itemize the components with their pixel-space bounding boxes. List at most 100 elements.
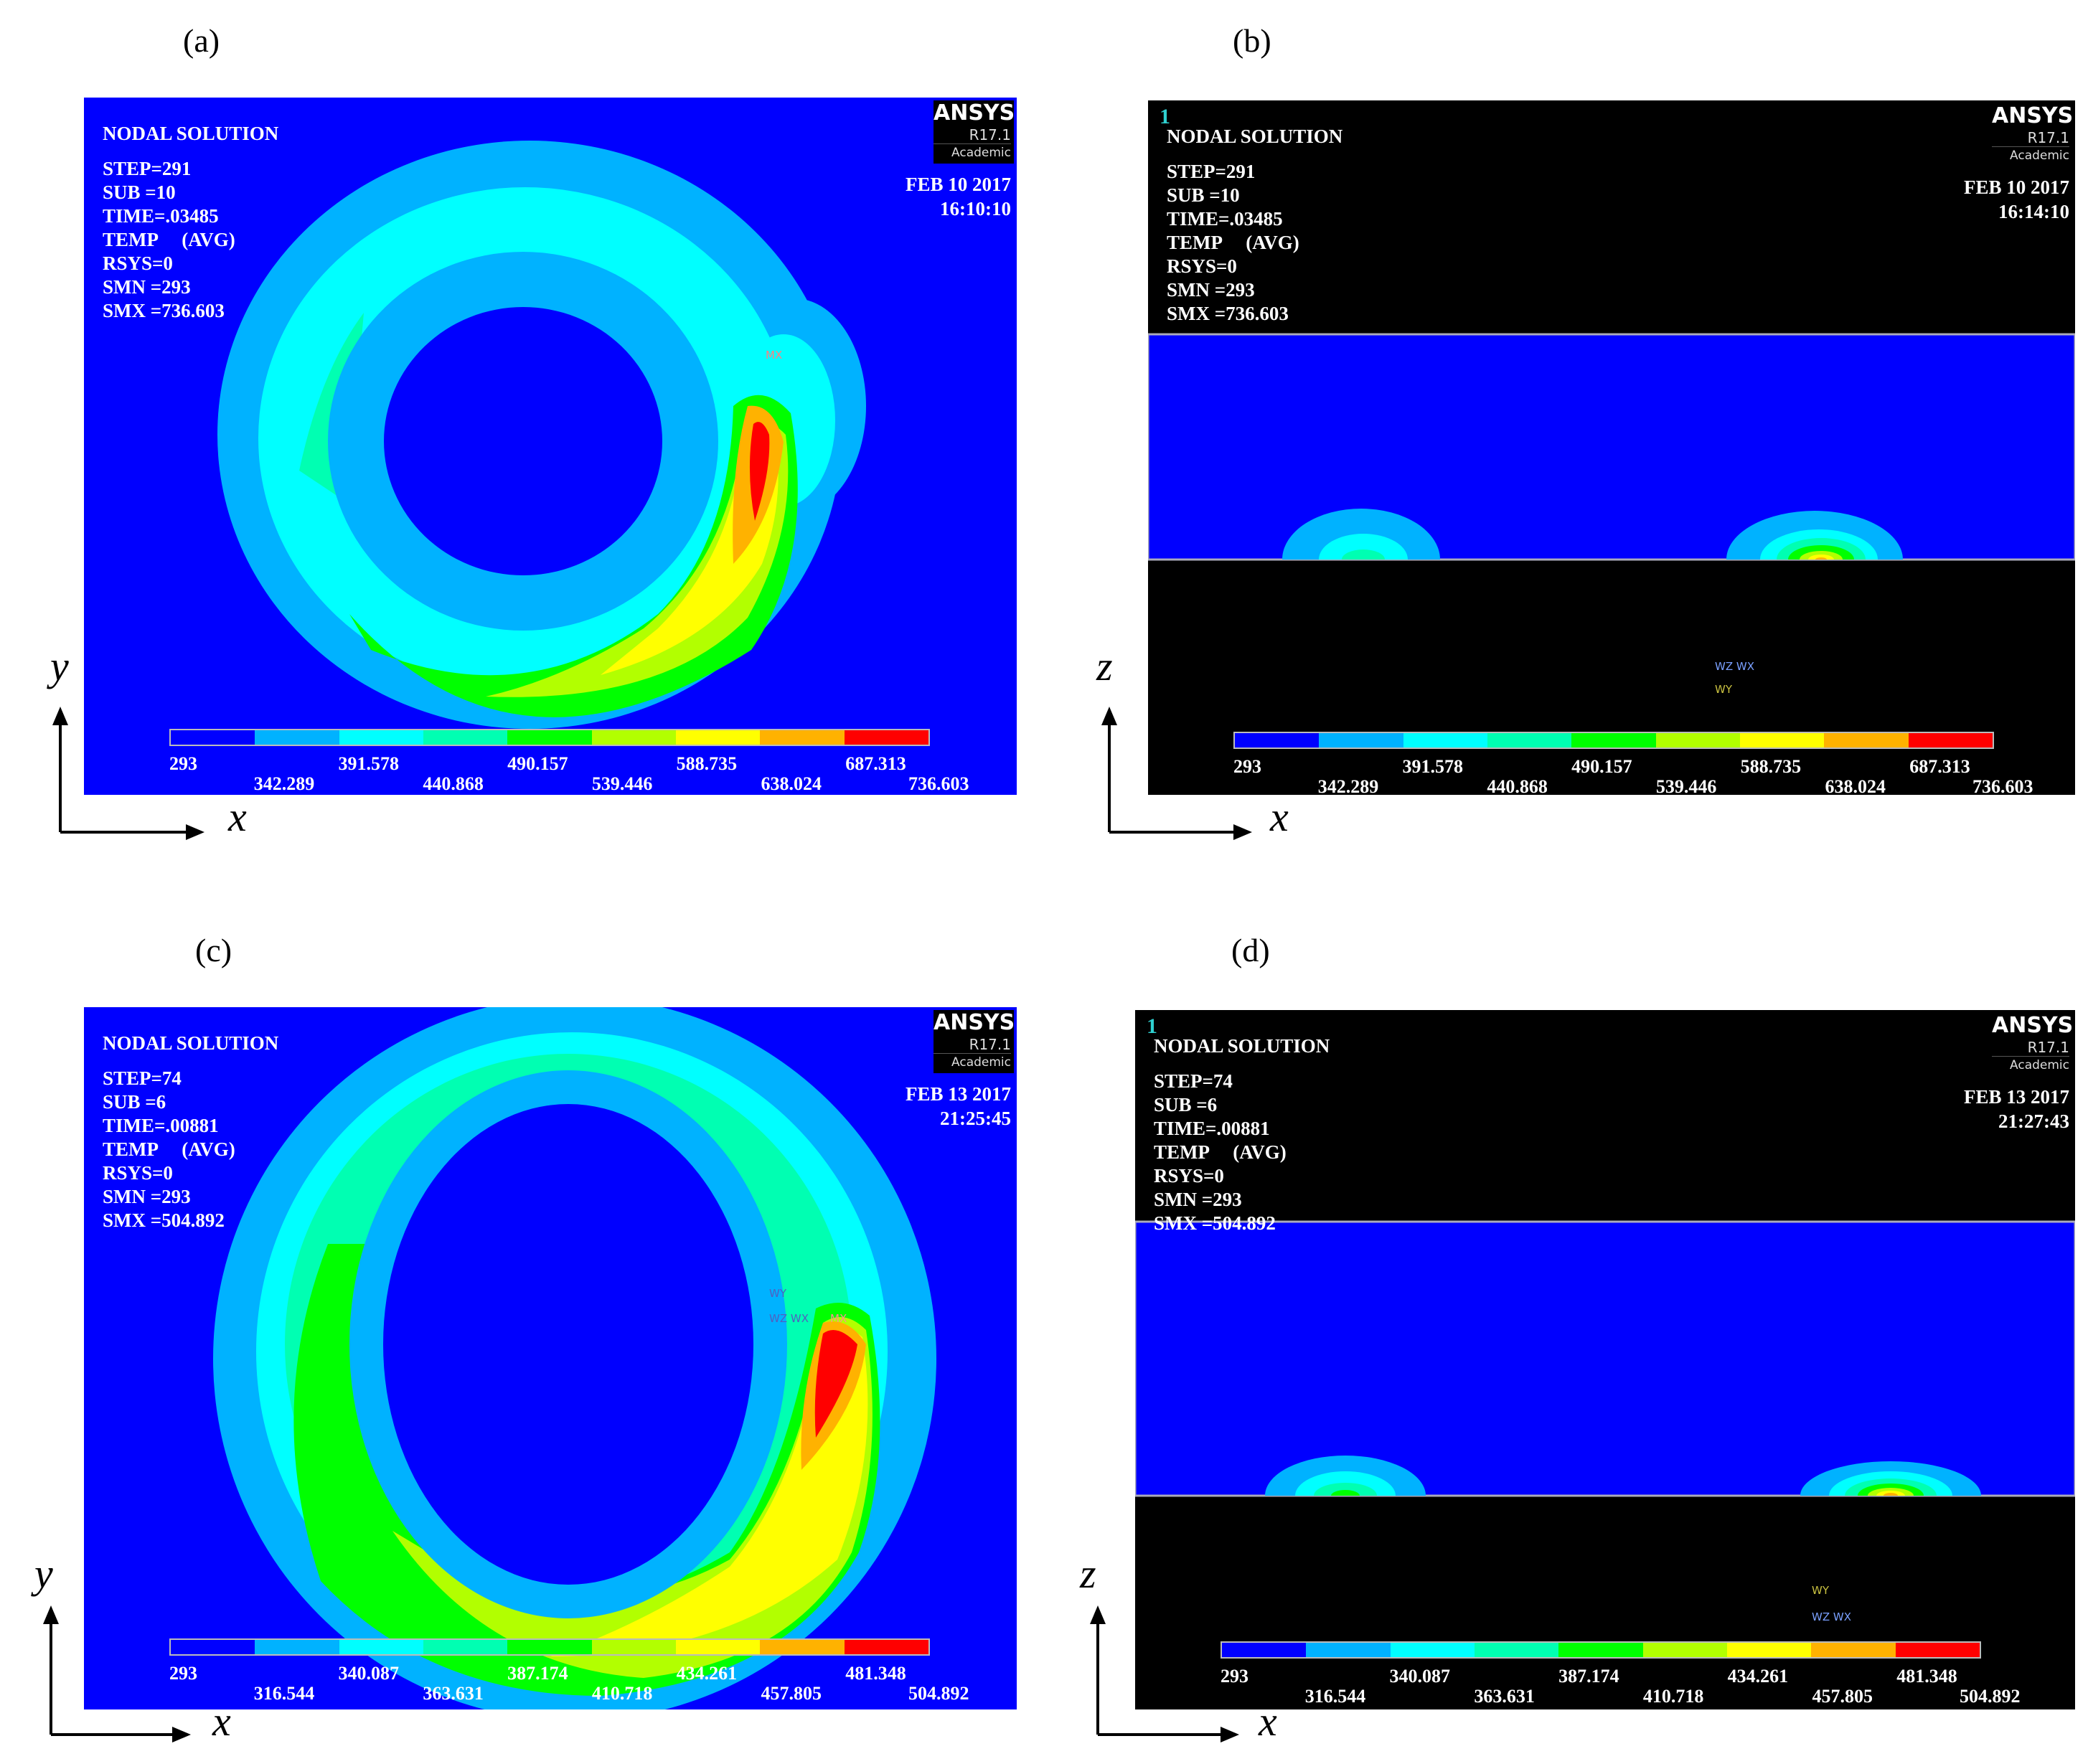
info-line: RSYS=0 — [103, 1162, 173, 1184]
solution-info: NODAL SOLUTION STEP=74 SUB =6 TIME=.00881 TE… — [1154, 1034, 1330, 1235]
ansys-plot-window: NODAL SOLUTION STEP=291 SUB =10 TIME=.03485… — [84, 98, 1017, 795]
contour-right-7 — [1884, 1493, 1898, 1496]
horizontal-axis-label: x — [1270, 793, 1289, 840]
contour-left-3 — [1342, 550, 1385, 560]
contour-band-8 — [749, 422, 770, 521]
legend-value: 490.157 — [507, 753, 568, 774]
contour-left-4 — [1331, 1490, 1360, 1496]
info-line: TEMP (AVG) — [103, 1138, 235, 1160]
info-line: SUB =10 — [1167, 184, 1240, 206]
logo-edition: Academic — [934, 143, 1011, 161]
triad-marker-label: MX — [830, 1312, 847, 1325]
info-line: TIME=.03485 — [103, 205, 219, 227]
triad-marker-label: WY — [1812, 1584, 1829, 1597]
legend-value: 687.313 — [845, 753, 906, 774]
contour-band-5 — [486, 422, 789, 697]
legend-swatch — [1403, 733, 1487, 747]
legend-value: 457.805 — [761, 1683, 822, 1704]
legend-value: 293 — [1233, 756, 1261, 777]
legend-swatch — [760, 1640, 845, 1654]
info-title: NODAL SOLUTION — [103, 1032, 279, 1054]
time-text: 21:25:45 — [940, 1108, 1011, 1129]
legend-value: 342.289 — [1317, 776, 1379, 795]
legend-swatch — [423, 1640, 508, 1654]
triad-marker-label: WZ WX — [769, 1312, 809, 1325]
legend-value: 316.544 — [1304, 1686, 1366, 1707]
legend-swatch — [1824, 733, 1909, 747]
legend-value: 293 — [1221, 1666, 1248, 1687]
info-line: RSYS=0 — [103, 253, 173, 274]
timestamp: FEB 10 2017 16:14:10 — [1964, 175, 2069, 224]
model-region — [1135, 1220, 2075, 1497]
legend-value: 410.718 — [1642, 1686, 1704, 1707]
contour-left-3 — [1314, 1483, 1377, 1496]
legend-value: 736.603 — [1972, 776, 2033, 795]
legend-swatch — [760, 730, 845, 745]
window-number: 1 — [1147, 1014, 1157, 1038]
legend-swatch — [1895, 1643, 1980, 1657]
info-line: TIME=.00881 — [1154, 1118, 1270, 1139]
logo-edition: Academic — [1992, 1056, 2069, 1074]
legend-value: 387.174 — [507, 1663, 568, 1684]
legend-swatch — [171, 1640, 255, 1654]
legend-value: 410.718 — [591, 1683, 653, 1704]
legend-swatch — [1908, 733, 1993, 747]
legend-swatch — [1235, 733, 1320, 747]
color-legend-bar — [1233, 732, 1994, 749]
legend-swatch — [1474, 1643, 1559, 1657]
solution-info: NODAL SOLUTION STEP=291 SUB =10 TIME=.03485… — [103, 122, 278, 323]
ring-bore — [383, 1104, 753, 1585]
horizontal-arrow-head — [1221, 1727, 1239, 1742]
contour-band-8 — [814, 1330, 857, 1438]
vertical-axis-label: y — [34, 1550, 53, 1597]
info-line: SMX =736.603 — [103, 300, 225, 321]
legend-value: 539.446 — [1655, 776, 1717, 795]
legend-swatch — [591, 1640, 676, 1654]
info-line: TIME=.03485 — [1167, 208, 1283, 230]
color-legend-bar — [1221, 1641, 1981, 1659]
legend-swatch — [255, 730, 339, 745]
logo-name: ANSYS — [934, 1010, 1015, 1035]
temperature-contour-plot — [1148, 333, 2075, 561]
legend-swatch — [1811, 1643, 1896, 1657]
ansys-logo: ANSYS R17.1 Academic — [1992, 1013, 2073, 1076]
info-line: STEP=291 — [103, 158, 192, 179]
legend-swatch — [1655, 733, 1740, 747]
info-title: NODAL SOLUTION — [1167, 126, 1343, 147]
legend-value: 363.631 — [1474, 1686, 1535, 1707]
info-line: SMN =293 — [103, 276, 191, 298]
vertical-axis-label: z — [1080, 1550, 1096, 1597]
ansys-logo: ANSYS R17.1 Academic — [934, 100, 1015, 164]
triad-marker-label: MX — [766, 349, 783, 362]
model-region — [1148, 333, 2075, 561]
info-title: NODAL SOLUTION — [1154, 1035, 1330, 1057]
legend-swatch — [1642, 1643, 1727, 1657]
timestamp: FEB 10 2017 16:10:10 — [906, 172, 1011, 221]
temperature-contour-plot — [1135, 1220, 2075, 1497]
logo-edition: Academic — [934, 1053, 1011, 1071]
color-legend-bar — [169, 1638, 930, 1656]
triad-marker-label: WZ WX — [1812, 1610, 1851, 1623]
legend-value: 638.024 — [1825, 776, 1886, 795]
legend-value: 638.024 — [761, 773, 822, 794]
legend-swatch — [1390, 1643, 1475, 1657]
legend-value: 490.157 — [1571, 756, 1632, 777]
info-line: SUB =6 — [1154, 1094, 1218, 1116]
legend-value: 340.087 — [1389, 1666, 1451, 1687]
info-line: TEMP (AVG) — [1154, 1141, 1287, 1163]
time-text: 21:27:43 — [1998, 1110, 2069, 1132]
vertical-arrow-head — [1101, 707, 1117, 725]
panel-label: (a) — [183, 22, 220, 59]
contour-right-6 — [1808, 555, 1834, 560]
legend-swatch — [1306, 1643, 1391, 1657]
legend-value: 481.348 — [1896, 1666, 1957, 1687]
ansys-logo: ANSYS R17.1 Academic — [1992, 103, 2073, 166]
legend-value: 687.313 — [1909, 756, 1970, 777]
time-text: 16:14:10 — [1998, 201, 2069, 222]
solution-info: NODAL SOLUTION STEP=291 SUB =10 TIME=.03485… — [1167, 125, 1342, 326]
legend-swatch — [675, 730, 761, 745]
legend-swatch — [507, 730, 592, 745]
horizontal-arrow-head — [186, 824, 204, 840]
info-line: STEP=74 — [1154, 1070, 1233, 1092]
logo-name: ANSYS — [934, 100, 1015, 126]
